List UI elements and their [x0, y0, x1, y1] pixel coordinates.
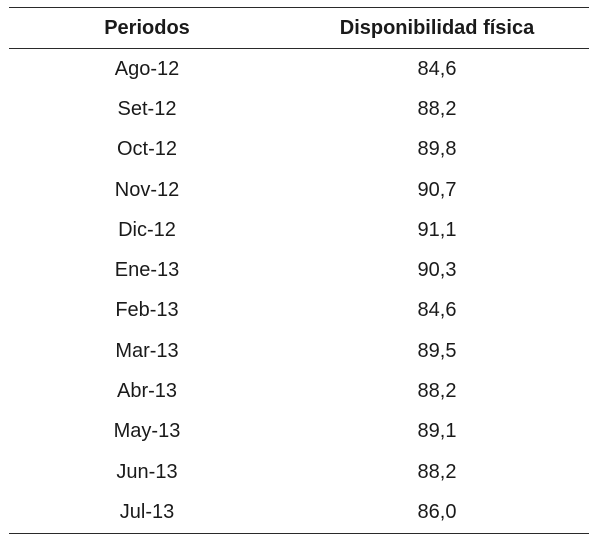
- table-row: Oct-12 89,8: [9, 130, 589, 170]
- cell-period: Dic-12: [118, 218, 176, 241]
- cell-period: Set-12: [117, 97, 177, 120]
- cell-period: Abr-13: [116, 380, 178, 403]
- cell-value: 89,5: [417, 339, 457, 362]
- cell-period: Ene-13: [114, 259, 180, 282]
- cell-value: 88,2: [417, 380, 457, 403]
- cell-value: 86,0: [417, 500, 457, 523]
- table-row: Set-12 88,2: [9, 89, 589, 129]
- cell-period: May-13: [113, 420, 181, 443]
- cell-value: 89,8: [417, 138, 457, 161]
- cell-period: Ago-12: [114, 57, 180, 80]
- cell-period: Nov-12: [114, 178, 180, 201]
- header-row: Periodos Disponibilidad física: [9, 7, 589, 49]
- cell-value: 90,3: [417, 259, 457, 282]
- cell-period: Jun-13: [116, 460, 178, 483]
- cell-value: 90,7: [417, 178, 457, 201]
- availability-table: Periodos Disponibilidad física Ago-12 84…: [9, 7, 589, 534]
- table-row: Abr-13 88,2: [9, 371, 589, 411]
- cell-value: 84,6: [417, 299, 457, 322]
- table-row: Ago-12 84,6: [9, 49, 589, 90]
- cell-period: Mar-13: [115, 339, 179, 362]
- cell-value: 89,1: [417, 420, 457, 443]
- cell-period: Oct-12: [116, 138, 178, 161]
- header-periodos: Periodos: [104, 16, 190, 39]
- table-row: Jul-13 86,0: [9, 492, 589, 534]
- table-row: Feb-13 84,6: [9, 291, 589, 331]
- table-header: Periodos Disponibilidad física: [9, 7, 589, 49]
- table-row: Mar-13 89,5: [9, 331, 589, 371]
- cell-value: 88,2: [417, 460, 457, 483]
- table-row: May-13 89,1: [9, 412, 589, 452]
- cell-period: Jul-13: [119, 500, 175, 523]
- table-row: Nov-12 90,7: [9, 170, 589, 210]
- header-disponibilidad: Disponibilidad física: [339, 16, 535, 39]
- table-row: Ene-13 90,3: [9, 250, 589, 290]
- cell-period: Feb-13: [115, 299, 179, 322]
- table-row: Jun-13 88,2: [9, 452, 589, 492]
- cell-value: 84,6: [417, 57, 457, 80]
- cell-value: 88,2: [417, 97, 457, 120]
- table-body: Ago-12 84,6 Set-12 88,2 Oct-12 89,8 Nov-…: [9, 49, 589, 534]
- table-row: Dic-12 91,1: [9, 210, 589, 250]
- cell-value: 91,1: [417, 218, 457, 241]
